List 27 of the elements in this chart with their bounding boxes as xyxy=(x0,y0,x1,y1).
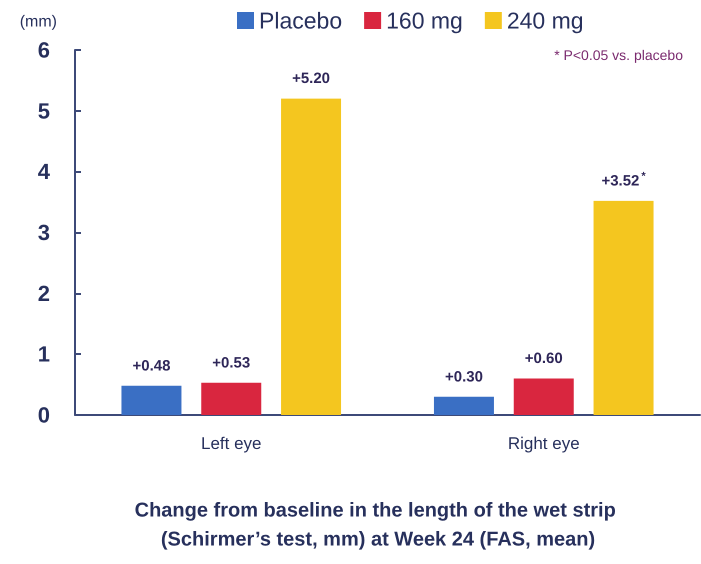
data-label: +0.60 xyxy=(524,350,563,367)
annotation: * P<0.05 vs. placebo xyxy=(554,47,684,63)
bar xyxy=(281,98,342,415)
legend-label: Placebo xyxy=(259,8,342,34)
data-label: +0.30 xyxy=(444,368,483,386)
x-tick-label: Right eye xyxy=(508,434,580,453)
bar xyxy=(201,382,262,415)
legend-label: 160 mg xyxy=(386,8,463,34)
y-axis-title: (mm) xyxy=(20,14,57,30)
data-label: +0.48 xyxy=(132,357,170,374)
y-tick-label: 4 xyxy=(38,159,51,184)
y-tick-label: 2 xyxy=(38,280,50,306)
text: Change from baseline in the length of the wet strip (Schirmer’s test, mm) at Week 24 (FAS, mean) xyxy=(134,500,622,550)
data-label: +0.53 xyxy=(212,354,250,372)
bar xyxy=(594,200,654,415)
legend-label: 240 mg xyxy=(506,8,584,34)
y-tick-label: 6 xyxy=(38,38,50,62)
bar xyxy=(434,396,494,415)
x-tick-label: Left eye xyxy=(201,434,262,453)
y-tick-label: 5 xyxy=(38,98,50,124)
y-tick-label: 0 xyxy=(38,402,50,428)
y-tick-label: 3 xyxy=(38,220,50,245)
data-label: +3.52* xyxy=(601,170,646,190)
data-label: +5.20 xyxy=(292,70,330,88)
bar xyxy=(121,386,182,415)
y-tick-label: 1 xyxy=(38,342,50,367)
bar xyxy=(514,378,574,415)
